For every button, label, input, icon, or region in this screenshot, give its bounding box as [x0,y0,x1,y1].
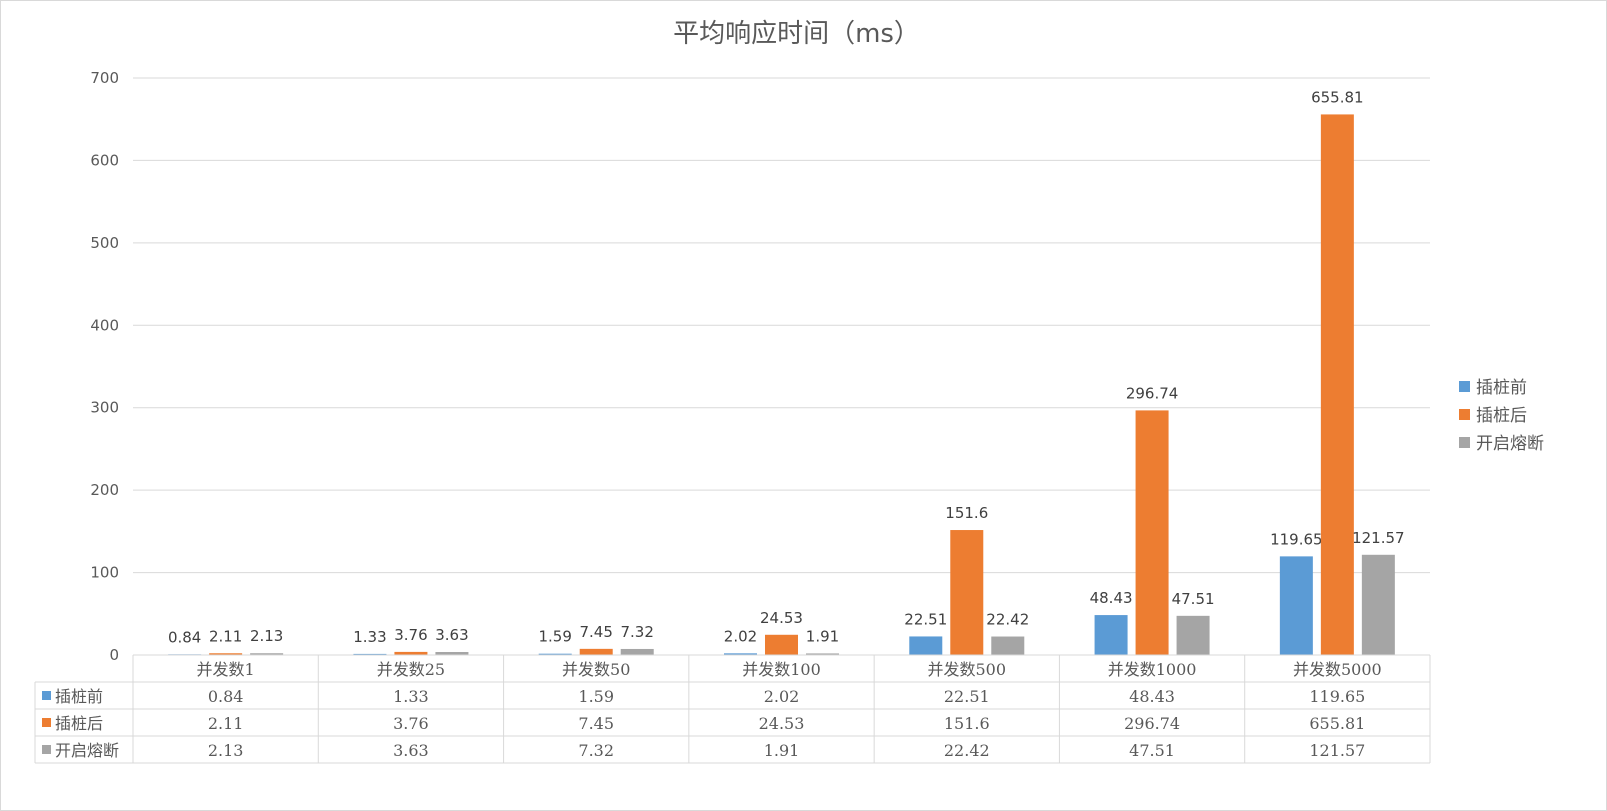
bar [353,653,387,655]
y-tick-label: 300 [90,399,119,417]
bar [950,530,984,655]
bar [1361,554,1395,655]
table-cell: 3.63 [393,741,429,760]
data-label: 3.63 [435,626,468,644]
table-cell: 48.43 [1129,687,1175,706]
bar [620,648,654,655]
table-cell: 1.59 [578,687,614,706]
data-label: 2.11 [209,627,242,645]
y-tick-label: 600 [90,151,119,169]
bar [724,653,757,655]
y-tick-label: 200 [90,481,119,499]
table-series-swatch [42,718,51,727]
table-cell: 2.02 [764,687,800,706]
table-series-swatch [42,745,51,754]
category-label: 并发数5000 [1293,660,1382,679]
table-cell: 1.91 [764,741,800,760]
legend-swatch [1459,381,1470,392]
table-series-swatch [42,691,51,700]
data-label: 1.59 [539,628,572,646]
data-label: 2.13 [250,627,283,645]
bar [991,636,1025,655]
table-cell: 22.42 [944,741,990,760]
bar [1135,410,1169,655]
table-cell: 1.33 [393,687,429,706]
legend-label: 插桩后 [1476,406,1527,426]
data-label: 121.57 [1352,529,1405,547]
data-label: 3.76 [394,626,427,644]
table-cell: 655.81 [1309,714,1365,733]
category-label: 并发数50 [562,660,630,679]
table-cell: 7.45 [578,714,614,733]
bar [1279,556,1313,655]
bar [209,653,243,655]
bar [1320,114,1354,656]
bar [394,651,428,655]
table-series-name: 开启熔断 [55,741,119,760]
bar [1094,615,1128,655]
bar [250,653,284,655]
category-label: 并发数1 [197,660,255,679]
table-cell: 121.57 [1309,741,1365,760]
data-label: 119.65 [1270,530,1323,548]
table-series-name: 插桩前 [55,687,103,706]
bar [909,636,943,655]
category-label: 并发数500 [928,660,1007,679]
table-series-name: 插桩后 [55,714,103,733]
table-cell: 151.6 [944,714,990,733]
data-label: 0.84 [168,628,201,646]
y-tick-label: 100 [90,564,119,582]
table-cell: 119.65 [1309,687,1365,706]
table-cell: 0.84 [208,687,244,706]
bar [435,652,469,655]
table-cell: 2.11 [208,714,244,733]
data-label: 296.74 [1126,384,1179,402]
table-cell: 7.32 [578,741,614,760]
data-label: 1.91 [806,627,839,645]
data-label: 22.42 [986,611,1029,629]
bar [579,648,613,655]
data-label: 2.02 [724,627,757,645]
category-label: 并发数25 [377,660,445,679]
table-cell: 24.53 [759,714,805,733]
category-label: 并发数100 [742,660,821,679]
data-label: 7.45 [580,623,613,641]
legend-label: 开启熔断 [1476,434,1544,454]
y-tick-label: 0 [109,646,119,664]
data-label: 655.81 [1311,88,1364,106]
bar [765,634,798,655]
y-tick-label: 500 [90,234,119,252]
data-label: 1.33 [353,628,386,646]
data-label: 24.53 [760,609,803,627]
data-label: 151.6 [945,504,988,522]
table-cell: 2.13 [208,741,244,760]
data-label: 48.43 [1090,589,1133,607]
data-label: 22.51 [904,610,947,628]
legend-label: 插桩前 [1476,378,1527,398]
table-cell: 47.51 [1129,741,1175,760]
category-label: 并发数1000 [1108,660,1197,679]
bar [806,653,839,655]
y-tick-label: 400 [90,316,119,334]
data-label: 47.51 [1172,590,1215,608]
legend-swatch [1459,409,1470,420]
bar [1176,615,1210,655]
table-cell: 296.74 [1124,714,1180,733]
y-tick-label: 700 [90,69,119,87]
table-cell: 22.51 [944,687,990,706]
table-cell: 3.76 [393,714,429,733]
bar [538,653,572,655]
chart-title: 平均响应时间（ms） [673,19,920,49]
data-label: 7.32 [621,623,654,641]
legend-swatch [1459,437,1470,448]
